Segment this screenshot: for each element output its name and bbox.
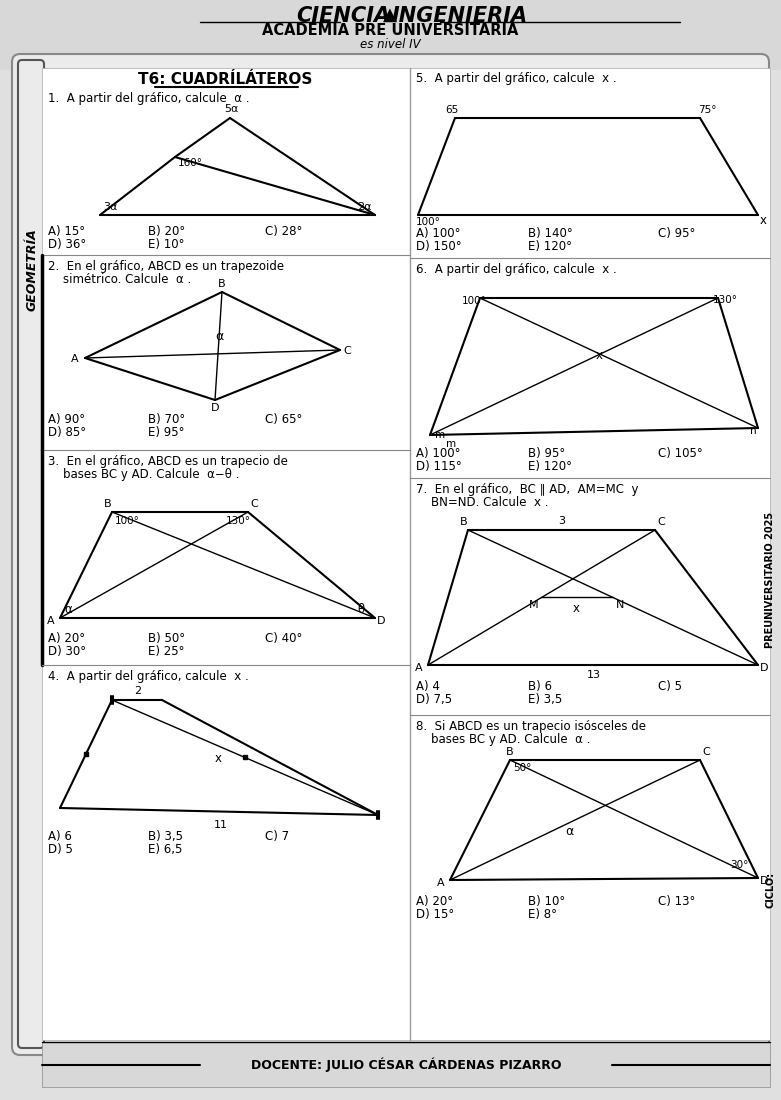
Text: 75°: 75°	[698, 104, 716, 116]
Text: B: B	[104, 499, 112, 509]
Text: 30°: 30°	[730, 860, 748, 870]
Text: B: B	[506, 747, 514, 757]
Bar	[42, 1042, 770, 1087]
Text: C: C	[657, 517, 665, 527]
Text: INGENIERIA: INGENIERIA	[392, 6, 528, 26]
Text: 50°: 50°	[513, 763, 531, 773]
Text: D) 30°: D) 30°	[48, 645, 86, 658]
Text: A) 20°: A) 20°	[416, 895, 453, 908]
Text: bases BC y AD. Calcule  α−θ .: bases BC y AD. Calcule α−θ .	[48, 468, 239, 481]
Text: CICLO:: CICLO:	[765, 872, 775, 909]
Text: x: x	[596, 349, 603, 362]
Text: 5.  A partir del gráfico, calcule  x .: 5. A partir del gráfico, calcule x .	[416, 72, 617, 85]
Text: B) 50°: B) 50°	[148, 632, 185, 645]
Text: bases BC y AD. Calcule  α .: bases BC y AD. Calcule α .	[416, 733, 590, 746]
Text: D: D	[760, 663, 769, 673]
Text: D) 85°: D) 85°	[48, 426, 86, 439]
Text: A) 4: A) 4	[416, 680, 440, 693]
Text: E) 3,5: E) 3,5	[528, 693, 562, 706]
Text: 100°: 100°	[115, 516, 140, 526]
Text: x: x	[760, 214, 767, 227]
Text: D) 7,5: D) 7,5	[416, 693, 452, 706]
Text: T6: CUADRÍLÁTEROS: T6: CUADRÍLÁTEROS	[137, 72, 312, 87]
Text: E) 25°: E) 25°	[148, 645, 184, 658]
Text: 11: 11	[214, 820, 228, 830]
Text: D) 5: D) 5	[48, 843, 73, 856]
Text: D) 150°: D) 150°	[416, 240, 462, 253]
Text: E) 10°: E) 10°	[148, 238, 184, 251]
Text: ▲: ▲	[383, 6, 397, 24]
Text: D) 36°: D) 36°	[48, 238, 86, 251]
Text: M: M	[529, 600, 539, 610]
Text: B: B	[460, 517, 468, 527]
Text: E) 6,5: E) 6,5	[148, 843, 183, 856]
Text: 130°: 130°	[713, 295, 738, 305]
Text: C: C	[702, 747, 710, 757]
Text: C) 5: C) 5	[658, 680, 682, 693]
Text: θ: θ	[357, 603, 364, 616]
Text: B) 140°: B) 140°	[528, 227, 572, 240]
Text: A) 15°: A) 15°	[48, 226, 85, 238]
Text: B: B	[218, 279, 226, 289]
FancyBboxPatch shape	[0, 0, 781, 70]
Text: 6.  A partir del gráfico, calcule  x .: 6. A partir del gráfico, calcule x .	[416, 263, 617, 276]
Text: A) 100°: A) 100°	[416, 447, 461, 460]
Text: E) 95°: E) 95°	[148, 426, 184, 439]
Text: A) 100°: A) 100°	[416, 227, 461, 240]
Text: 2: 2	[134, 686, 141, 696]
Text: 100°: 100°	[462, 296, 487, 306]
Text: B) 20°: B) 20°	[148, 226, 185, 238]
Text: C: C	[250, 499, 258, 509]
Text: 5α: 5α	[224, 104, 238, 114]
Text: 65: 65	[445, 104, 458, 116]
Text: A: A	[71, 354, 79, 364]
Text: A) 6: A) 6	[48, 830, 72, 843]
Text: 1.  A partir del gráfico, calcule  α .: 1. A partir del gráfico, calcule α .	[48, 92, 249, 104]
Text: D: D	[211, 403, 219, 412]
Text: ACADEMIA PRE UNIVERSITARIA: ACADEMIA PRE UNIVERSITARIA	[262, 23, 518, 38]
Text: N: N	[616, 600, 624, 610]
Text: 2.  En el gráfico, ABCD es un trapezoide: 2. En el gráfico, ABCD es un trapezoide	[48, 260, 284, 273]
Text: 130°: 130°	[226, 516, 251, 526]
Text: CIENCIA: CIENCIA	[296, 6, 390, 26]
Text: C) 40°: C) 40°	[265, 632, 302, 645]
Text: 8.  Si ABCD es un trapecio isósceles de: 8. Si ABCD es un trapecio isósceles de	[416, 720, 646, 733]
Text: 160°: 160°	[178, 158, 203, 168]
Text: A) 20°: A) 20°	[48, 632, 85, 645]
FancyBboxPatch shape	[18, 60, 44, 1048]
Text: α: α	[565, 825, 573, 838]
Text: α: α	[215, 330, 223, 343]
Text: m: m	[435, 430, 445, 440]
Text: simétrico. Calcule  α .: simétrico. Calcule α .	[48, 273, 191, 286]
Text: C) 13°: C) 13°	[658, 895, 695, 908]
Text: D: D	[377, 616, 386, 626]
Text: E) 8°: E) 8°	[528, 908, 557, 921]
Text: 2α: 2α	[357, 202, 372, 212]
Text: D) 15°: D) 15°	[416, 908, 455, 921]
Text: A: A	[47, 616, 55, 626]
Text: C) 65°: C) 65°	[265, 412, 302, 426]
Text: 4.  A partir del gráfico, calcule  x .: 4. A partir del gráfico, calcule x .	[48, 670, 249, 683]
Text: B) 70°: B) 70°	[148, 412, 185, 426]
Text: D: D	[760, 876, 769, 886]
Text: DOCENTE: JULIO CÉSAR CÁRDENAS PIZARRO: DOCENTE: JULIO CÉSAR CÁRDENAS PIZARRO	[251, 1058, 562, 1072]
Text: A: A	[437, 878, 444, 888]
Text: C: C	[343, 346, 351, 356]
Text: B) 3,5: B) 3,5	[148, 830, 183, 843]
Text: x: x	[215, 752, 222, 764]
Text: m: m	[446, 439, 456, 449]
Text: C) 95°: C) 95°	[658, 227, 695, 240]
Text: 7.  En el gráfico,  BC ∥ AD,  AM=MC  y: 7. En el gráfico, BC ∥ AD, AM=MC y	[416, 483, 639, 496]
Text: A: A	[415, 663, 423, 673]
Text: B) 6: B) 6	[528, 680, 552, 693]
Text: A) 90°: A) 90°	[48, 412, 85, 426]
Text: α: α	[64, 603, 72, 616]
Text: E) 120°: E) 120°	[528, 240, 572, 253]
Text: 100°: 100°	[416, 217, 441, 227]
Text: C) 7: C) 7	[265, 830, 289, 843]
Text: D) 115°: D) 115°	[416, 460, 462, 473]
Text: n: n	[750, 426, 757, 436]
Text: B) 10°: B) 10°	[528, 895, 565, 908]
Text: 3α: 3α	[103, 202, 117, 212]
